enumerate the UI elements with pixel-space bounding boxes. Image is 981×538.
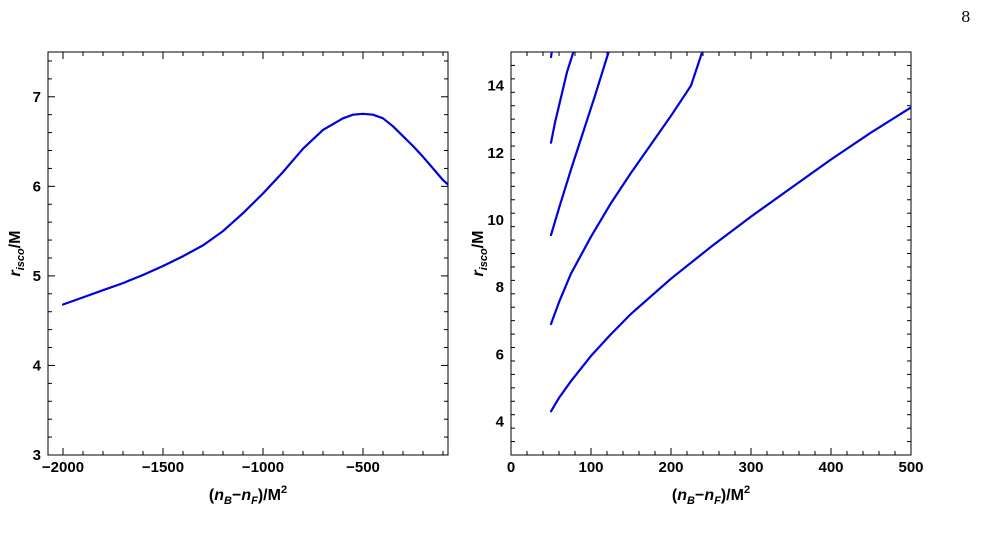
page-number: 8 [961, 8, 971, 26]
left-x-tick-label: −1000 [242, 459, 284, 476]
left-y-tick-label: 7 [33, 89, 41, 106]
right-y-tick-label: 6 [496, 346, 504, 363]
right-series-group [549, 52, 911, 413]
right-y-axis-title: risco​/M [470, 230, 490, 276]
right-series-line-2 [549, 52, 704, 326]
right-x-tick-label: 300 [738, 459, 763, 476]
left-y-axis-title: risco​/M [7, 230, 27, 276]
left-x-axis-title: (nB​−nF​)/M2​ [209, 484, 287, 507]
right-x-axis-title: (nB​−nF​)/M2​ [672, 484, 750, 507]
left-y-tick-label: 4 [33, 357, 42, 374]
chart-right: 0 100 200 300 400 500 4 6 8 10 12 14 (nB​−nF​)/M2​ ri… [470, 51, 924, 507]
left-series-line-1 [61, 112, 448, 306]
left-x-tick-label: −1500 [142, 459, 184, 476]
right-x-tick-label: 400 [818, 459, 843, 476]
right-x-tick-label: 200 [658, 459, 683, 476]
left-x-tick-label: −500 [346, 459, 380, 476]
right-series-line-4 [549, 52, 575, 144]
right-ticks [510, 51, 912, 456]
right-y-tick-label: 8 [496, 279, 504, 296]
left-x-tick-label: −2000 [42, 459, 84, 476]
right-x-tick-label: 0 [507, 459, 515, 476]
right-series-line-1 [549, 106, 911, 413]
right-series-line-5 [549, 52, 553, 59]
right-y-tick-label: 4 [496, 413, 505, 430]
left-plot-frame [47, 51, 449, 456]
right-x-tick-label: 500 [898, 459, 923, 476]
left-y-tick-label: 6 [33, 178, 41, 195]
right-y-tick-label: 14 [487, 78, 504, 95]
left-series-group [61, 112, 448, 306]
left-y-tick-label: 3 [33, 447, 41, 464]
left-y-tick-label: 5 [33, 268, 41, 285]
right-x-tick-label: 100 [578, 459, 603, 476]
left-ticks [48, 52, 448, 456]
chart-left: −2000 −1500 −1000 −500 3 4 5 6 7 (nB​−nF​)/M2​ ris… [7, 51, 449, 507]
right-series-line-3 [549, 52, 610, 237]
right-y-tick-label: 10 [487, 212, 504, 229]
right-plot-frame [510, 51, 912, 456]
right-y-tick-label: 12 [487, 145, 504, 162]
